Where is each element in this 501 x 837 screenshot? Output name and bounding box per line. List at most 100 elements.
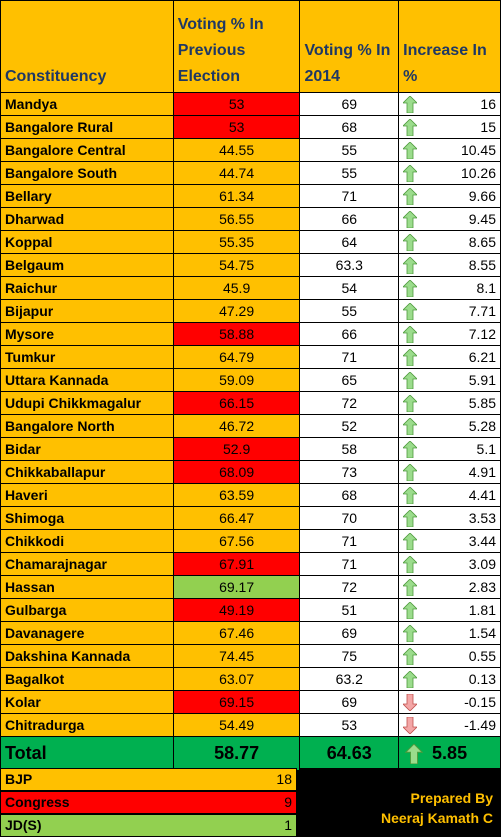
- voting-2014-cell: 71: [299, 184, 400, 208]
- constituency-name: Dharwad: [0, 207, 174, 231]
- table-row: Gulbarga 49.19 51 1.81: [0, 598, 501, 622]
- table-row: Bangalore South 44.74 55 10.26: [0, 161, 501, 185]
- previous-voting-cell: 45.9: [172, 276, 301, 300]
- legend-count: 18: [276, 771, 292, 787]
- up-arrow-icon: [403, 579, 418, 596]
- legend-item: BJP 18: [0, 768, 297, 791]
- constituency-name: Kolar: [0, 690, 174, 714]
- header-previous-voting: Voting % In Previous Election: [172, 0, 301, 93]
- increase-cell: 8.1: [398, 276, 501, 300]
- increase-cell: 1.81: [398, 598, 501, 622]
- constituency-name: Uttara Kannada: [0, 368, 174, 392]
- increase-value: 4.41: [468, 486, 496, 503]
- constituency-name: Chitradurga: [0, 713, 174, 737]
- constituency-name: Bijapur: [0, 299, 174, 323]
- legend-party: BJP: [5, 771, 33, 787]
- table-row: Bangalore Central 44.55 55 10.45: [0, 138, 501, 162]
- legend-item: Congress 9: [0, 791, 297, 814]
- table-row: Udupi Chikkmagalur 66.15 72 5.85: [0, 391, 501, 415]
- constituency-name: Tumkur: [0, 345, 174, 369]
- increase-value: 3.09: [468, 555, 496, 572]
- constituency-name: Shimoga: [0, 506, 174, 530]
- table-row: Bijapur 47.29 55 7.71: [0, 299, 501, 323]
- header-constituency: Constituency: [0, 0, 174, 93]
- increase-cell: 9.66: [398, 184, 501, 208]
- increase-value: 7.12: [468, 325, 496, 342]
- up-arrow-icon: [403, 418, 418, 435]
- previous-voting-cell: 61.34: [172, 184, 301, 208]
- increase-value: 10.45: [460, 141, 496, 158]
- voting-2014-cell: 66: [299, 322, 400, 346]
- previous-voting-cell: 44.55: [172, 138, 301, 162]
- constituency-name: Mysore: [0, 322, 174, 346]
- increase-value: 3.44: [468, 532, 496, 549]
- previous-voting-cell: 53: [172, 115, 301, 139]
- up-arrow-icon: [403, 349, 418, 366]
- voting-2014-cell: 53: [299, 713, 400, 737]
- voting-2014-cell: 72: [299, 391, 400, 415]
- previous-voting-cell: 54.75: [172, 253, 301, 277]
- total-increase-cell: 5.85: [398, 736, 501, 771]
- increase-cell: 9.45: [398, 207, 501, 231]
- total-label: Total: [0, 736, 174, 771]
- previous-voting-cell: 54.49: [172, 713, 301, 737]
- up-arrow-icon: [403, 142, 418, 159]
- increase-cell: 3.53: [398, 506, 501, 530]
- voting-2014-cell: 75: [299, 644, 400, 668]
- increase-value: 8.55: [468, 256, 496, 273]
- constituency-name: Chikkodi: [0, 529, 174, 553]
- increase-cell: 10.26: [398, 161, 501, 185]
- constituency-name: Mandya: [0, 92, 174, 116]
- table-row: Dharwad 56.55 66 9.45: [0, 207, 501, 231]
- previous-voting-cell: 46.72: [172, 414, 301, 438]
- up-arrow-icon: [403, 441, 418, 458]
- table-row: Chikkaballapur 68.09 73 4.91: [0, 460, 501, 484]
- increase-cell: -1.49: [398, 713, 501, 737]
- voting-2014-cell: 64: [299, 230, 400, 254]
- voting-2014-cell: 69: [299, 621, 400, 645]
- constituency-name: Chikkaballapur: [0, 460, 174, 484]
- legend-party: Congress: [5, 794, 70, 810]
- table-row: Mandya 53 69 16: [0, 92, 501, 116]
- table-row: Raichur 45.9 54 8.1: [0, 276, 501, 300]
- voting-2014-cell: 71: [299, 345, 400, 369]
- voting-2014-cell: 51: [299, 598, 400, 622]
- voting-2014-cell: 71: [299, 552, 400, 576]
- voting-2014-cell: 63.3: [299, 253, 400, 277]
- previous-voting-cell: 55.35: [172, 230, 301, 254]
- voting-2014-cell: 55: [299, 138, 400, 162]
- up-arrow-icon: [403, 395, 418, 412]
- constituency-name: Hassan: [0, 575, 174, 599]
- constituency-name: Udupi Chikkmagalur: [0, 391, 174, 415]
- up-arrow-icon: [403, 280, 418, 297]
- increase-value: -1.49: [464, 716, 496, 733]
- voting-2014-cell: 63.2: [299, 667, 400, 691]
- increase-value: 1.81: [468, 601, 496, 618]
- increase-cell: 5.1: [398, 437, 501, 461]
- increase-value: 15: [480, 118, 496, 135]
- total-previous: 58.77: [172, 736, 301, 771]
- increase-cell: 8.65: [398, 230, 501, 254]
- credit-box: Prepared By Neeraj Kamath C: [300, 768, 501, 837]
- increase-cell: 5.28: [398, 414, 501, 438]
- total-increase: 5.85: [432, 743, 468, 763]
- voting-2014-cell: 68: [299, 115, 400, 139]
- voting-2014-cell: 55: [299, 161, 400, 185]
- constituency-name: Koppal: [0, 230, 174, 254]
- increase-value: 1.54: [468, 624, 496, 641]
- table-row: Belgaum 54.75 63.3 8.55: [0, 253, 501, 277]
- constituency-name: Bidar: [0, 437, 174, 461]
- table-row: Mysore 58.88 66 7.12: [0, 322, 501, 346]
- increase-cell: 6.21: [398, 345, 501, 369]
- voting-2014-cell: 54: [299, 276, 400, 300]
- legend-party: JD(S): [5, 817, 42, 833]
- increase-cell: 1.54: [398, 621, 501, 645]
- up-arrow-icon: [405, 744, 424, 764]
- table-row: Hassan 69.17 72 2.83: [0, 575, 501, 599]
- table-row: Shimoga 66.47 70 3.53: [0, 506, 501, 530]
- table-row: Tumkur 64.79 71 6.21: [0, 345, 501, 369]
- legend-item: JD(S) 1: [0, 814, 297, 837]
- up-arrow-icon: [403, 96, 418, 113]
- table-row: Chikkodi 67.56 71 3.44: [0, 529, 501, 553]
